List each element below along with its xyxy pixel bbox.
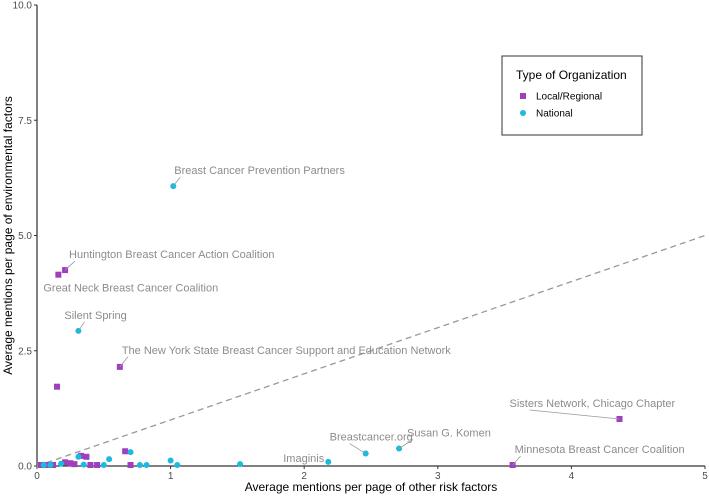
point-labels: Huntington Breast Cancer Action Coalitio… bbox=[43, 165, 685, 466]
data-point-circle bbox=[80, 461, 87, 468]
point-label: Sisters Network, Chicago Chapter bbox=[509, 398, 675, 410]
point-label: Silent Spring bbox=[64, 310, 126, 322]
data-point-circle bbox=[167, 457, 174, 464]
label-leader-line bbox=[64, 260, 76, 271]
label-leader-line bbox=[172, 176, 181, 187]
data-point-circle bbox=[47, 462, 54, 468]
x-tick-label: 0 bbox=[34, 471, 40, 482]
point-label: Susan G. Komen bbox=[407, 427, 491, 439]
y-tick-label: 10.0 bbox=[13, 1, 33, 12]
point-label: Huntington Breast Cancer Action Coalitio… bbox=[69, 249, 274, 261]
label-leader-line bbox=[78, 321, 85, 332]
data-point-circle bbox=[75, 453, 82, 460]
data-point-circle bbox=[136, 462, 143, 468]
label-leader-line bbox=[119, 356, 129, 368]
x-tick-label: 1 bbox=[168, 471, 174, 482]
data-point-square bbox=[62, 459, 69, 466]
reference-line bbox=[36, 234, 706, 467]
x-tick-label: 5 bbox=[702, 471, 708, 482]
label-leader-line bbox=[529, 409, 620, 420]
data-point-circle bbox=[58, 460, 65, 467]
y-axis-title: Average mentions per page of environment… bbox=[1, 96, 15, 375]
y-tick-label: 5.0 bbox=[18, 231, 32, 242]
point-label: Great Neck Breast Cancer Coalition bbox=[43, 283, 218, 295]
point-label: Minnesota Breast Cancer Coalition bbox=[515, 444, 685, 456]
data-points bbox=[38, 183, 623, 468]
data-point-circle bbox=[127, 449, 134, 456]
data-point-square bbox=[55, 271, 62, 278]
data-point-square bbox=[71, 461, 78, 468]
y-tick-label: 0.0 bbox=[18, 462, 32, 473]
data-point-circle bbox=[143, 462, 150, 468]
x-axis-title: Average mentions per page of other risk … bbox=[245, 480, 498, 494]
legend-entry-label: Local/Regional bbox=[536, 92, 602, 103]
data-point-square bbox=[67, 460, 74, 467]
legend-entry-label: National bbox=[536, 109, 573, 120]
data-point-square bbox=[83, 453, 90, 460]
data-point-square bbox=[122, 448, 129, 455]
data-point-square bbox=[54, 383, 61, 390]
label-leader-line bbox=[398, 439, 414, 449]
data-point-square bbox=[127, 462, 134, 468]
data-point-square bbox=[87, 462, 94, 468]
point-label: Imaginis bbox=[283, 453, 324, 465]
legend-circle-icon bbox=[520, 110, 526, 116]
label-leader-line bbox=[349, 443, 366, 454]
data-point-circle bbox=[174, 462, 181, 468]
data-point-circle bbox=[325, 458, 332, 465]
legend-title: Type of Organization bbox=[516, 68, 627, 82]
legend: Type of Organization Local/Regional Nation… bbox=[501, 55, 643, 136]
x-tick-label: 3 bbox=[435, 471, 441, 482]
label-leader-line bbox=[512, 455, 521, 466]
data-point-circle bbox=[100, 462, 107, 468]
point-label: Breast Cancer Prevention Partners bbox=[174, 165, 345, 177]
reference-line-group bbox=[36, 234, 706, 467]
y-tick-label: 2.5 bbox=[18, 346, 32, 357]
y-tick-label: 7.5 bbox=[18, 116, 32, 127]
data-point-circle bbox=[237, 461, 244, 468]
x-tick-label: 2 bbox=[301, 471, 307, 482]
data-point-circle bbox=[106, 456, 113, 463]
data-point-circle bbox=[40, 462, 47, 468]
data-point-square bbox=[94, 462, 101, 468]
point-label: The New York State Breast Cancer Support… bbox=[122, 345, 451, 357]
data-point-square bbox=[509, 462, 516, 468]
legend-square-icon bbox=[520, 93, 526, 99]
point-label: Breastcancer.org bbox=[330, 432, 413, 444]
x-tick-label: 4 bbox=[569, 471, 575, 482]
